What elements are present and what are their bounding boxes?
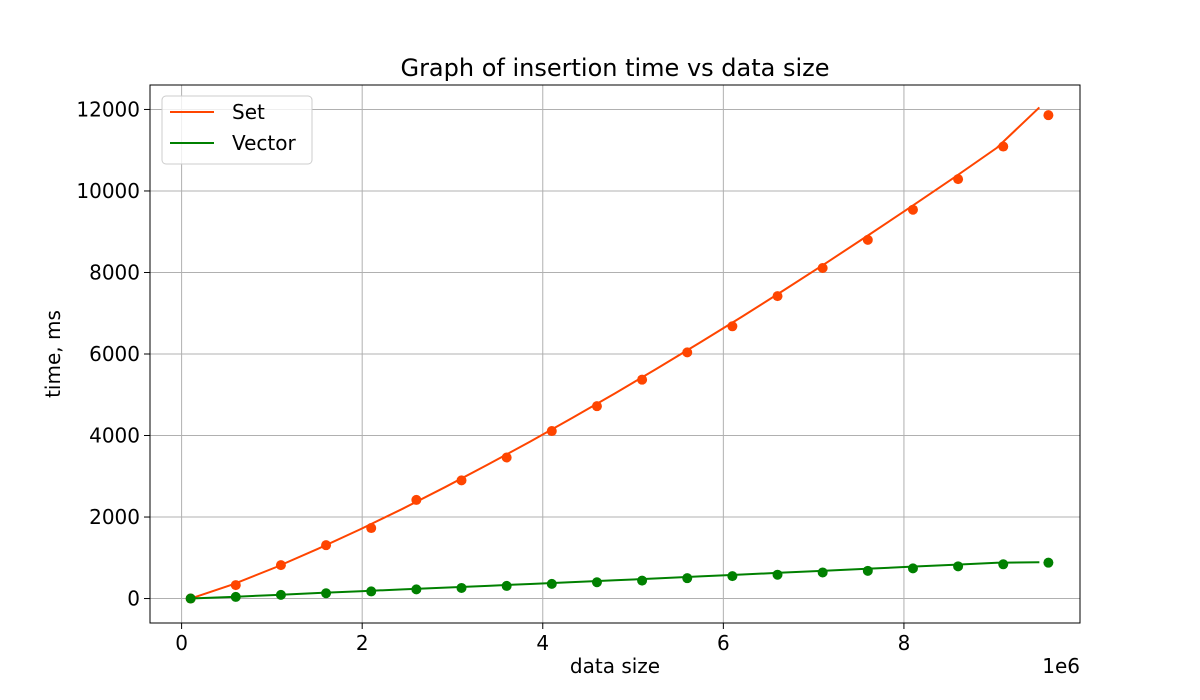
legend: Set Vector — [161, 95, 313, 165]
data-point-vector — [321, 588, 332, 599]
x-tick-label: 2 — [356, 631, 369, 655]
data-point-set — [275, 560, 286, 571]
data-point-vector — [907, 563, 918, 574]
y-tick-label: 6000 — [89, 342, 140, 366]
legend-label-vector: Vector — [232, 131, 297, 155]
data-point-vector — [230, 591, 241, 602]
data-point-set — [862, 234, 873, 245]
data-point-vector — [366, 586, 377, 597]
data-point-vector — [817, 567, 828, 578]
data-point-set — [591, 401, 602, 412]
data-point-set — [772, 291, 783, 302]
data-point-vector — [591, 577, 602, 588]
data-point-vector — [456, 582, 467, 593]
data-point-set — [953, 174, 964, 185]
data-point-vector — [727, 571, 738, 582]
series-set — [185, 106, 1054, 604]
data-point-vector — [682, 573, 693, 584]
legend-label-set: Set — [232, 100, 265, 124]
data-point-set — [817, 263, 828, 274]
grid-layer — [150, 85, 1080, 623]
data-point-vector — [862, 565, 873, 576]
x-tick-label: 8 — [898, 631, 911, 655]
data-point-set — [998, 141, 1009, 152]
data-point-vector — [411, 584, 422, 595]
x-axis-offset-label: 1e6 — [1042, 654, 1080, 678]
y-axis-label: time, ms — [41, 310, 65, 398]
data-point-vector — [998, 559, 1009, 570]
chart-title: Graph of insertion time vs data size — [400, 54, 829, 82]
series-layer — [185, 106, 1054, 604]
data-point-set — [411, 494, 422, 505]
y-tick-label: 8000 — [89, 260, 140, 284]
y-tick-label: 2000 — [89, 505, 140, 529]
data-point-set — [501, 452, 512, 463]
data-point-vector — [637, 575, 648, 586]
data-point-set — [230, 580, 241, 591]
data-point-set — [546, 426, 557, 437]
data-point-set — [321, 540, 332, 551]
y-tick-label: 10000 — [76, 179, 140, 203]
y-tick-label: 0 — [127, 587, 140, 611]
data-point-set — [682, 347, 693, 358]
x-tick-label: 6 — [717, 631, 730, 655]
x-axis-label: data size — [570, 654, 660, 678]
x-tick-label: 4 — [536, 631, 549, 655]
ticks-layer: 0 2 4 6 8 0 2000 4000 6000 8000 10000 12000 — [76, 97, 910, 655]
data-point-vector — [772, 569, 783, 580]
data-point-set — [637, 374, 648, 385]
fit-line-vector — [190, 561, 1040, 600]
y-tick-label: 12000 — [76, 97, 140, 121]
series-vector — [185, 557, 1054, 604]
data-point-vector — [953, 561, 964, 572]
fit-line-set — [190, 106, 1041, 600]
data-point-set — [727, 321, 738, 332]
y-tick-label: 4000 — [89, 424, 140, 448]
data-point-set — [1043, 110, 1054, 121]
data-point-set — [366, 523, 377, 534]
data-point-vector — [546, 578, 557, 589]
x-tick-label: 0 — [175, 631, 188, 655]
data-point-vector — [501, 580, 512, 591]
data-point-set — [456, 475, 467, 486]
data-point-vector — [275, 589, 286, 600]
data-point-vector — [1043, 557, 1054, 568]
data-point-set — [907, 204, 918, 215]
data-point-vector — [185, 593, 196, 604]
